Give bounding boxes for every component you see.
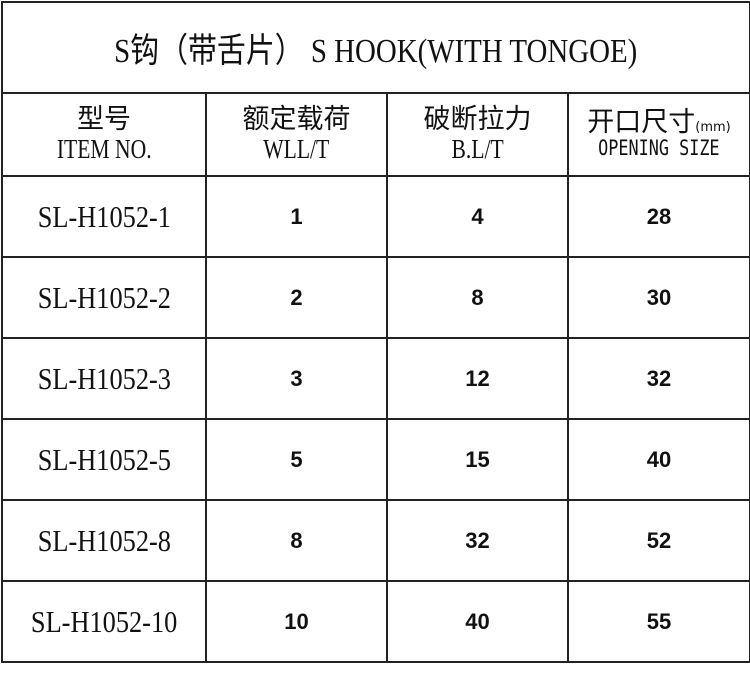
table-cell: 8: [205, 499, 388, 582]
header-en: WLL/T: [263, 133, 330, 164]
table-row: SL-H1052-2 2 8 30: [1, 256, 750, 339]
cell-value: 5: [290, 446, 303, 472]
item-number: SL-H1052-8: [37, 522, 171, 558]
column-header: 型号 ITEM NO.: [1, 92, 207, 177]
header-en: B.L/T: [451, 133, 504, 164]
column-header: 开口尺寸(mm) OPENING SIZE: [567, 92, 750, 177]
header-cn: 额定载荷: [242, 104, 351, 136]
cell-value: 32: [465, 527, 490, 553]
header-en: ITEM NO.: [56, 133, 152, 164]
table-cell: 32: [386, 499, 569, 582]
table-title: S钩（带舌片） S HOOK(WITH TONGOE): [114, 33, 638, 70]
cell-value: 2: [290, 284, 303, 310]
column-header: 破断拉力 B.L/T: [386, 92, 569, 177]
cell-value: 10: [284, 608, 309, 634]
cell-value: 40: [646, 446, 672, 472]
table-cell: 40: [567, 418, 750, 501]
cell-value: 4: [471, 203, 484, 229]
table-cell: 55: [567, 580, 750, 663]
column-header: 额定载荷 WLL/T: [205, 92, 388, 177]
cell-value: 40: [465, 608, 490, 634]
table-cell: 32: [567, 337, 750, 420]
table-cell: SL-H1052-3: [1, 337, 207, 420]
table-cell: SL-H1052-8: [1, 499, 207, 582]
cell-value: 1: [290, 203, 303, 229]
table-cell: 10: [205, 580, 388, 663]
table-row: SL-H1052-1 1 4 28: [1, 175, 750, 258]
cell-value: 8: [471, 284, 484, 310]
table-cell: 30: [567, 256, 750, 339]
cell-value: 8: [290, 527, 303, 553]
table-cell: 5: [205, 418, 388, 501]
table-cell: 40: [386, 580, 569, 663]
cell-value: 52: [646, 527, 672, 553]
cell-value: 15: [465, 446, 490, 472]
table-row: SL-H1052-3 3 12 32: [1, 337, 750, 420]
item-number: SL-H1052-3: [37, 360, 171, 396]
header-en: OPENING SIZE: [598, 136, 720, 161]
table-cell: 12: [386, 337, 569, 420]
cell-value: 30: [646, 284, 672, 310]
cell-value: 28: [646, 203, 672, 229]
cell-value: 55: [646, 608, 672, 634]
table-cell: 8: [386, 256, 569, 339]
cell-value: 3: [290, 365, 303, 391]
item-number: SL-H1052-5: [37, 441, 171, 477]
item-number: SL-H1052-1: [37, 198, 171, 234]
header-cn-wrap: 开口尺寸(mm): [569, 106, 749, 138]
table-cell: 2: [205, 256, 388, 339]
table-cell: 1: [205, 175, 388, 258]
table-cell: SL-H1052-1: [1, 175, 207, 258]
header-row: 型号 ITEM NO. 额定载荷 WLL/T 破断拉力 B.L/T 开口尺寸(mm) OPEN…: [1, 92, 750, 177]
item-number: SL-H1052-10: [30, 603, 178, 639]
table-cell: SL-H1052-2: [1, 256, 207, 339]
item-number: SL-H1052-2: [37, 279, 171, 315]
table-cell: 28: [567, 175, 750, 258]
table-cell: SL-H1052-5: [1, 418, 207, 501]
table-row: SL-H1052-8 8 32 52: [1, 499, 750, 582]
table-cell: 52: [567, 499, 750, 582]
table-cell: 3: [205, 337, 388, 420]
table-cell: 15: [386, 418, 569, 501]
table-row: SL-H1052-5 5 15 40: [1, 418, 750, 501]
spec-table: S钩（带舌片） S HOOK(WITH TONGOE) 型号 ITEM NO. 额定…: [1, 1, 750, 663]
header-cn: 破断拉力: [423, 104, 532, 136]
header-cn: 型号: [77, 104, 131, 136]
title-cell: S钩（带舌片） S HOOK(WITH TONGOE): [1, 1, 750, 94]
cell-value: 12: [465, 365, 490, 391]
cell-value: 32: [646, 365, 672, 391]
table-cell: SL-H1052-10: [1, 580, 207, 663]
header-unit: (mm): [695, 119, 731, 135]
table-cell: 4: [386, 175, 569, 258]
header-cn: 开口尺寸: [587, 106, 696, 138]
table-row: SL-H1052-10 10 40 55: [1, 580, 750, 663]
